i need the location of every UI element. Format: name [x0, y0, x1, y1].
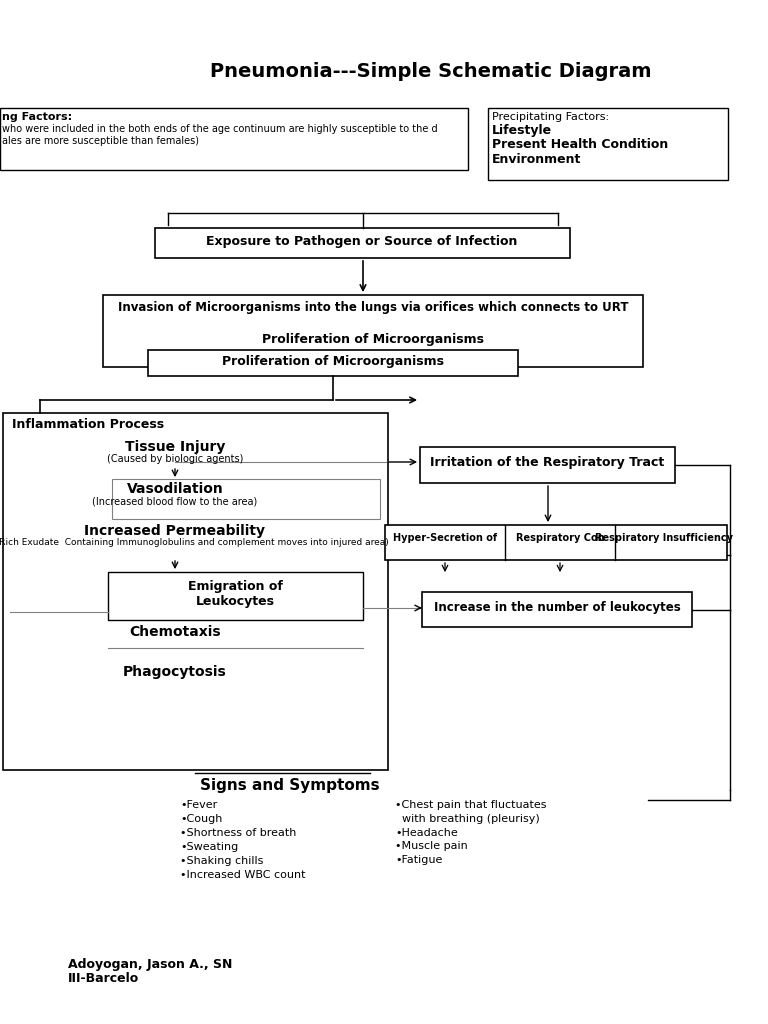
- Bar: [420, 447, 675, 483]
- Bar: [148, 350, 518, 376]
- Text: Tissue Injury: Tissue Injury: [125, 440, 225, 454]
- Text: with breathing (pleurisy): with breathing (pleurisy): [395, 814, 540, 824]
- Bar: [385, 525, 727, 560]
- Text: •Increased WBC count: •Increased WBC count: [180, 870, 306, 880]
- Text: Present Health Condition: Present Health Condition: [492, 138, 668, 151]
- Text: Emigration of: Emigration of: [187, 580, 283, 593]
- Text: Inflammation Process: Inflammation Process: [12, 418, 164, 431]
- Text: Signs and Symptoms: Signs and Symptoms: [200, 778, 380, 793]
- Bar: [488, 108, 728, 180]
- Text: •Fever: •Fever: [180, 800, 217, 810]
- Text: •Shaking chills: •Shaking chills: [180, 856, 263, 866]
- Text: Respiratory Insufficiency: Respiratory Insufficiency: [595, 534, 733, 543]
- Text: Lifestyle: Lifestyle: [492, 124, 552, 137]
- Bar: [422, 592, 692, 627]
- Text: Phagocytosis: Phagocytosis: [123, 665, 227, 679]
- Bar: [155, 228, 570, 258]
- Text: (Caused by biologic agents): (Caused by biologic agents): [107, 454, 243, 464]
- Text: •Headache: •Headache: [395, 828, 458, 838]
- Text: Exposure to Pathogen or Source of Infection: Exposure to Pathogen or Source of Infect…: [207, 234, 518, 248]
- Bar: [0, 108, 468, 170]
- Text: Precipitating Factors:: Precipitating Factors:: [492, 112, 609, 122]
- Bar: [103, 295, 643, 367]
- Text: •Cough: •Cough: [180, 814, 223, 824]
- Bar: [108, 572, 363, 620]
- Bar: [3, 413, 388, 770]
- Text: ales are more susceptible than females): ales are more susceptible than females): [2, 136, 199, 146]
- Text: who were included in the both ends of the age continuum are highly susceptible t: who were included in the both ends of th…: [2, 124, 438, 134]
- Text: •Shortness of breath: •Shortness of breath: [180, 828, 296, 838]
- Text: Chemotaxis: Chemotaxis: [129, 625, 221, 639]
- Text: Environment: Environment: [492, 153, 581, 166]
- Text: Leukocytes: Leukocytes: [196, 595, 274, 608]
- Text: Vasodilation: Vasodilation: [127, 482, 223, 496]
- Text: Hyper-Secretion of: Hyper-Secretion of: [393, 534, 497, 543]
- Text: •Fatigue: •Fatigue: [395, 855, 442, 865]
- Text: Adoyogan, Jason A., SN: Adoyogan, Jason A., SN: [68, 958, 233, 971]
- Text: •Sweating: •Sweating: [180, 842, 238, 852]
- Text: Increase in the number of leukocytes: Increase in the number of leukocytes: [434, 601, 680, 614]
- Text: III-Barcelo: III-Barcelo: [68, 972, 139, 985]
- Text: (Protein Rich Exudate  Containing Immunoglobulins and complement moves into inju: (Protein Rich Exudate Containing Immunog…: [0, 538, 389, 547]
- Text: •Chest pain that fluctuates: •Chest pain that fluctuates: [395, 800, 547, 810]
- Text: (Increased blood flow to the area): (Increased blood flow to the area): [92, 496, 257, 506]
- Text: Pneumonia---Simple Schematic Diagram: Pneumonia---Simple Schematic Diagram: [210, 62, 651, 81]
- Text: ng Factors:: ng Factors:: [2, 112, 72, 122]
- Text: Invasion of Microorganisms into the lungs via orifices which connects to URT: Invasion of Microorganisms into the lung…: [118, 301, 628, 314]
- Text: Increased Permeability: Increased Permeability: [84, 524, 266, 538]
- Text: Proliferation of Microorganisms: Proliferation of Microorganisms: [222, 355, 444, 368]
- Bar: [112, 479, 380, 519]
- Text: Respiratory Con: Respiratory Con: [515, 534, 604, 543]
- Text: Irritation of the Respiratory Tract: Irritation of the Respiratory Tract: [430, 456, 664, 469]
- Text: •Muscle pain: •Muscle pain: [395, 841, 468, 851]
- Text: Proliferation of Microorganisms: Proliferation of Microorganisms: [262, 333, 484, 346]
